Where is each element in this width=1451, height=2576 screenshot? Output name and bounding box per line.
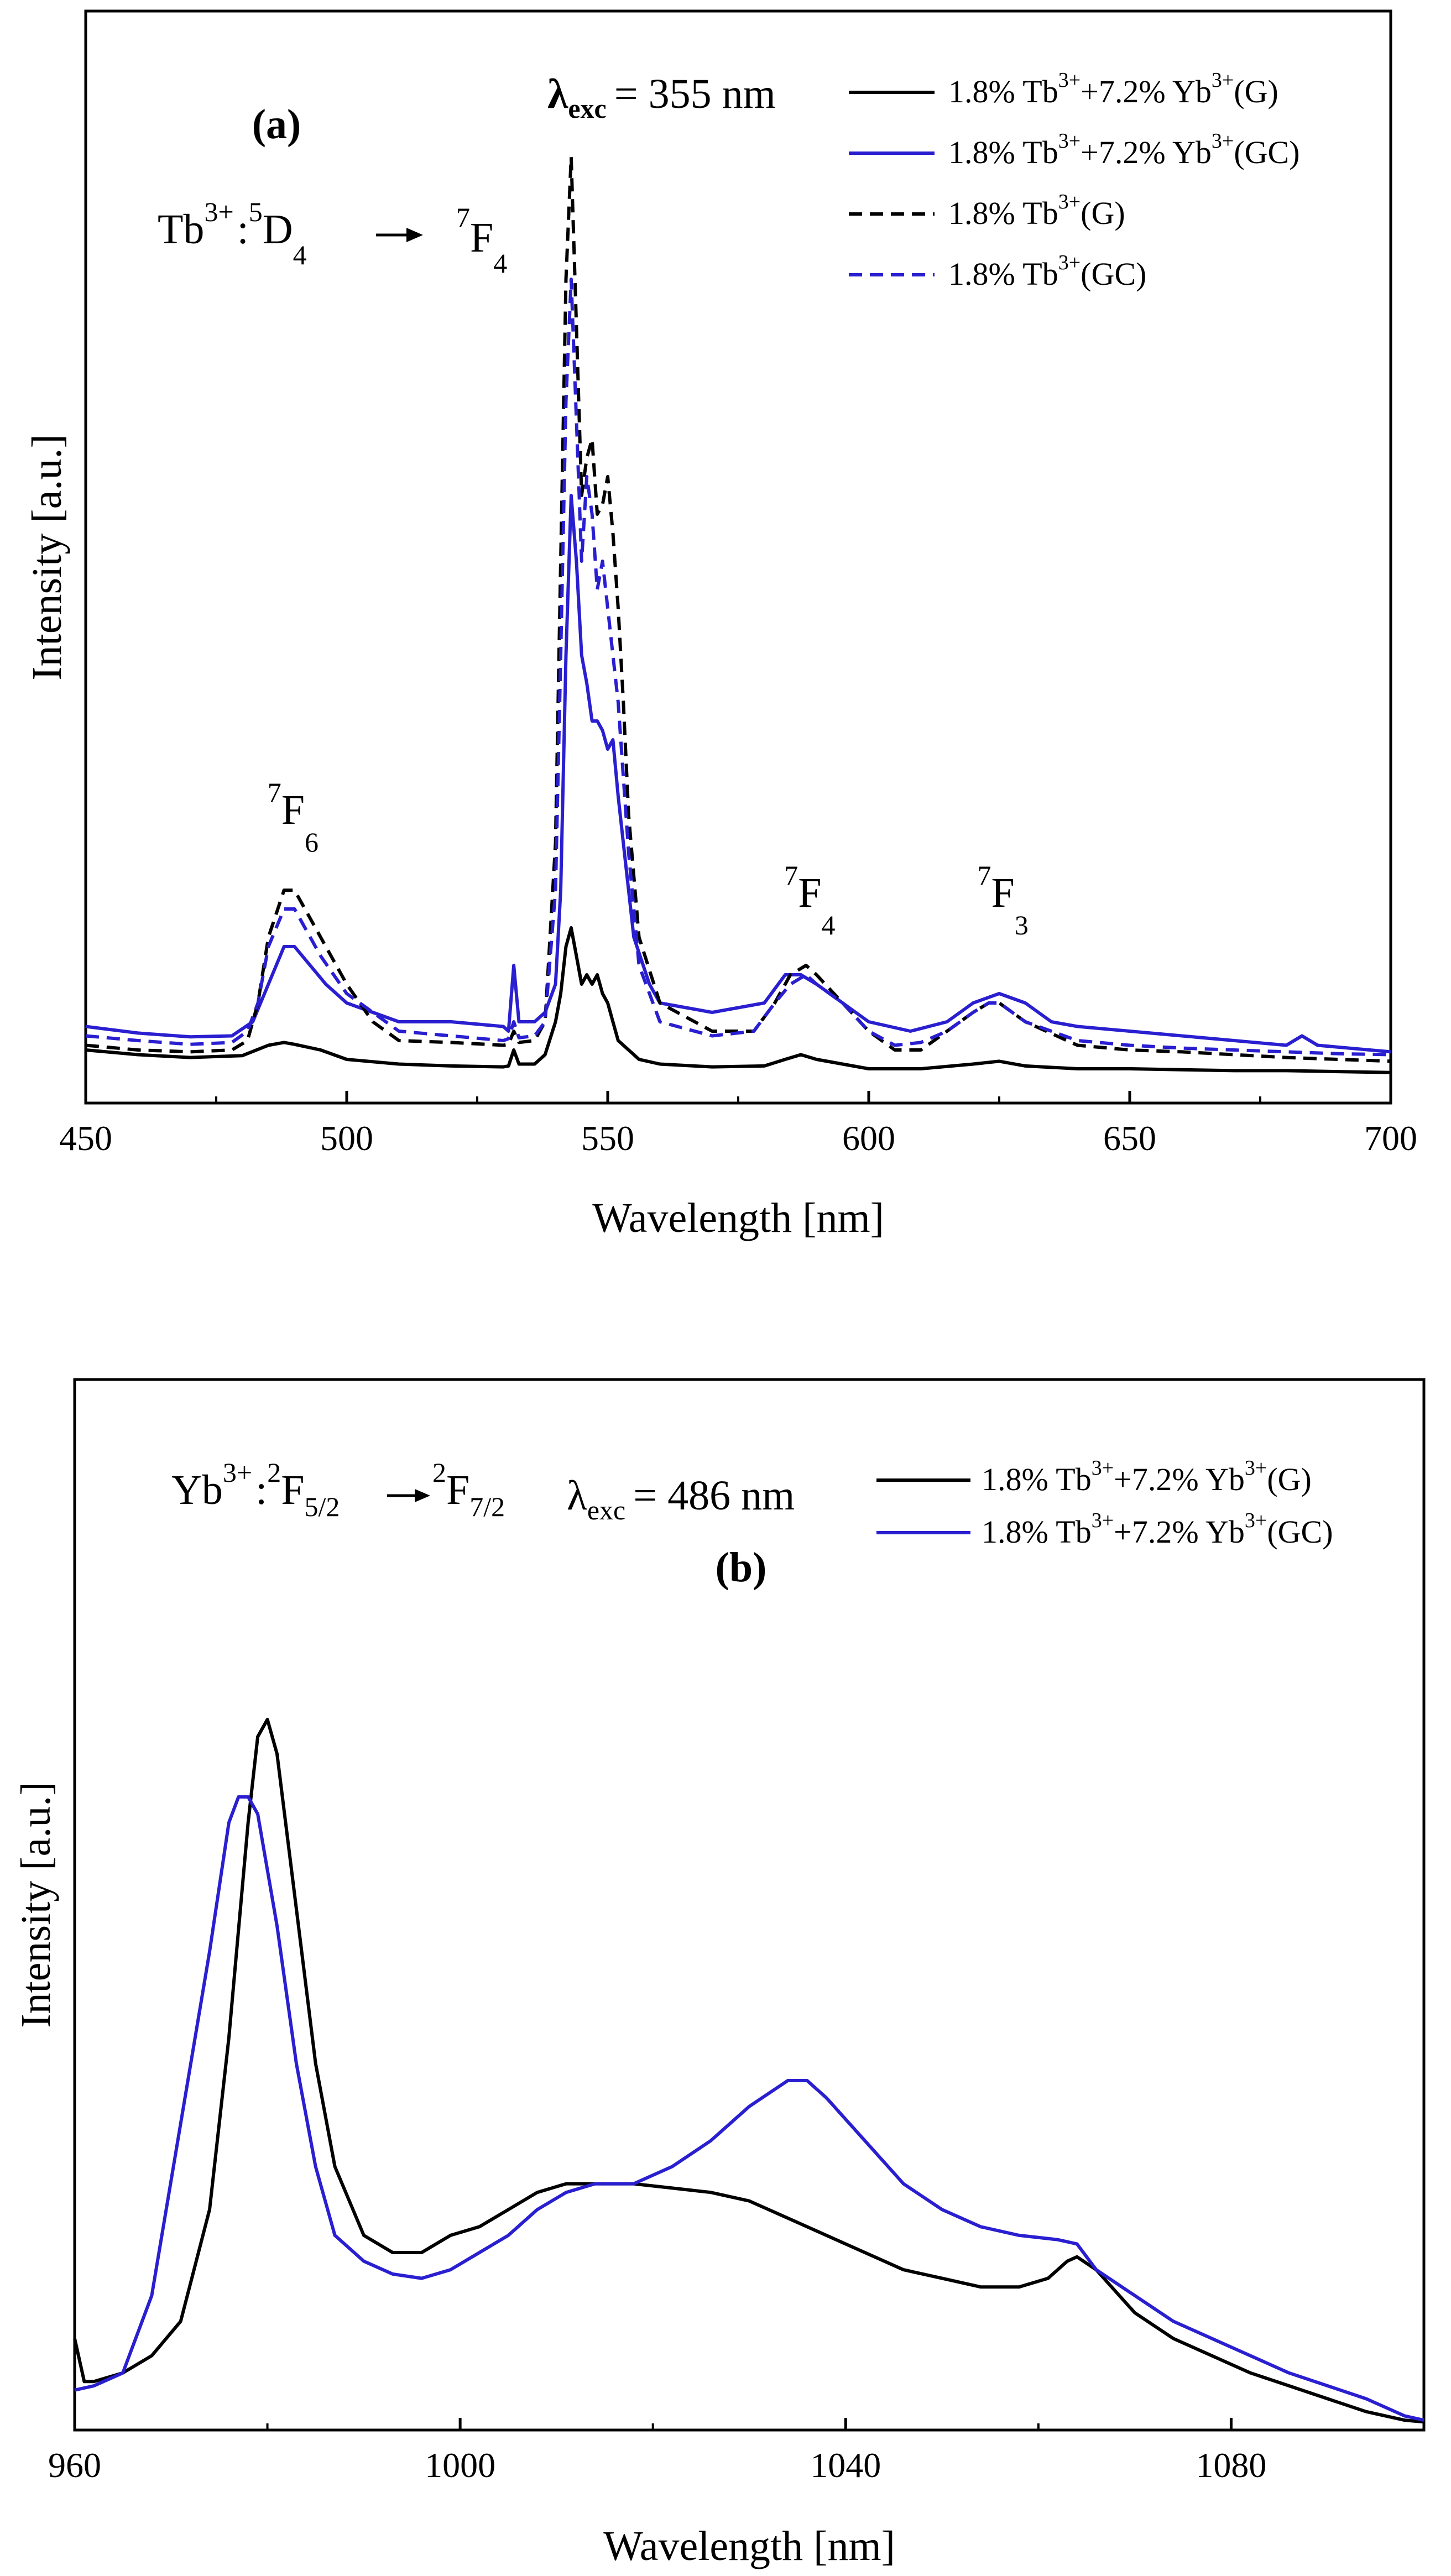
panel-b-x-axis-title: Wavelength [nm] <box>603 2523 895 2569</box>
panel-a-peak-label: 7F3 <box>978 860 1029 940</box>
panel-b-legend-entry: 1.8% Tb3++7.2% Yb3+(GC) <box>982 1509 1333 1550</box>
panel-a-legend-entry: 1.8% Tb3+(GC) <box>948 251 1146 292</box>
panel-b-label: (b) <box>716 1544 767 1591</box>
panel-a-series-line-4 <box>85 278 1391 1057</box>
panel-a-y-axis-title: Intensity [a.u.] <box>24 434 70 680</box>
panel-a-legend: 1.8% Tb3++7.2% Yb3+(G) 1.8% Tb3++7.2% Yb3… <box>849 69 1300 292</box>
panel-a-series-line-2 <box>85 494 1391 1054</box>
panel-a-excitation-label: λexc = 355 nm <box>547 71 776 124</box>
panel-a-x-tick-label: 700 <box>1364 1119 1417 1158</box>
panel-a-series-line-3 <box>85 155 1391 1063</box>
panel-b-transition-annotation: Yb3+:2F5/2 <box>171 1457 340 1522</box>
panel-b-chart: 960 1000 1040 1080 Wavelength [nm] Intensit… <box>13 1378 1426 2569</box>
panel-b-x-tick-label: 1040 <box>810 2446 881 2485</box>
panel-b-transition-arrow <box>387 1489 430 1502</box>
panel-a-transition-target: 7F4 <box>456 202 507 279</box>
panel-a-peak-labels: 7F6 7F4 7F3 <box>268 777 1029 940</box>
panel-b-x-tick-label: 1000 <box>425 2446 495 2485</box>
panel-a-x-tick-label: 500 <box>320 1119 373 1158</box>
panel-b-plot-frame <box>73 1378 1426 2432</box>
panel-a-series-line-1 <box>85 926 1391 1074</box>
panel-a-x-tick-label: 600 <box>842 1119 895 1158</box>
panel-a-peak-label: 7F6 <box>268 777 319 858</box>
panel-a-legend-entry: 1.8% Tb3+(G) <box>948 190 1125 231</box>
panel-b-series <box>73 1717 1424 2424</box>
panel-a-x-axis-title: Wavelength [nm] <box>592 1195 884 1241</box>
panel-b-excitation-label: λexc = 486 nm <box>567 1472 795 1525</box>
panel-b-x-ticks: 960 1000 1040 1080 <box>48 2418 1425 2485</box>
panel-a-transition-arrow <box>376 228 423 242</box>
panel-b-y-axis-title: Intensity [a.u.] <box>13 1781 59 2028</box>
panel-b-x-tick-label: 960 <box>48 2446 101 2485</box>
panel-b-legend: 1.8% Tb3++7.2% Yb3+(G) 1.8% Tb3++7.2% Yb3… <box>876 1456 1333 1550</box>
panel-b-legend-entry: 1.8% Tb3++7.2% Yb3+(G) <box>982 1456 1312 1497</box>
panel-a-legend-entry: 1.8% Tb3++7.2% Yb3+(GC) <box>948 129 1300 170</box>
panel-a-peak-label: 7F4 <box>784 860 835 940</box>
panel-a-legend-entry: 1.8% Tb3++7.2% Yb3+(G) <box>948 69 1278 109</box>
panel-a-chart: 450 500 550 600 650 700 Wavelength [nm] Inten… <box>24 9 1417 1241</box>
panel-a-transition-annotation: Tb3+:5D4 <box>158 196 307 270</box>
panel-b-series-line-2 <box>74 1795 1424 2422</box>
panel-b-transition-target: 2F7/2 <box>432 1457 505 1522</box>
panel-b-x-tick-label: 1080 <box>1196 2446 1266 2485</box>
panel-a-x-tick-label: 550 <box>581 1119 634 1158</box>
panel-a-x-tick-label: 650 <box>1103 1119 1156 1158</box>
panel-a-series <box>85 155 1391 1074</box>
panel-a-label: (a) <box>252 101 301 148</box>
panel-a-x-ticks: 450 500 550 600 650 700 <box>59 1091 1417 1158</box>
panel-a-x-tick-label: 450 <box>59 1119 112 1158</box>
